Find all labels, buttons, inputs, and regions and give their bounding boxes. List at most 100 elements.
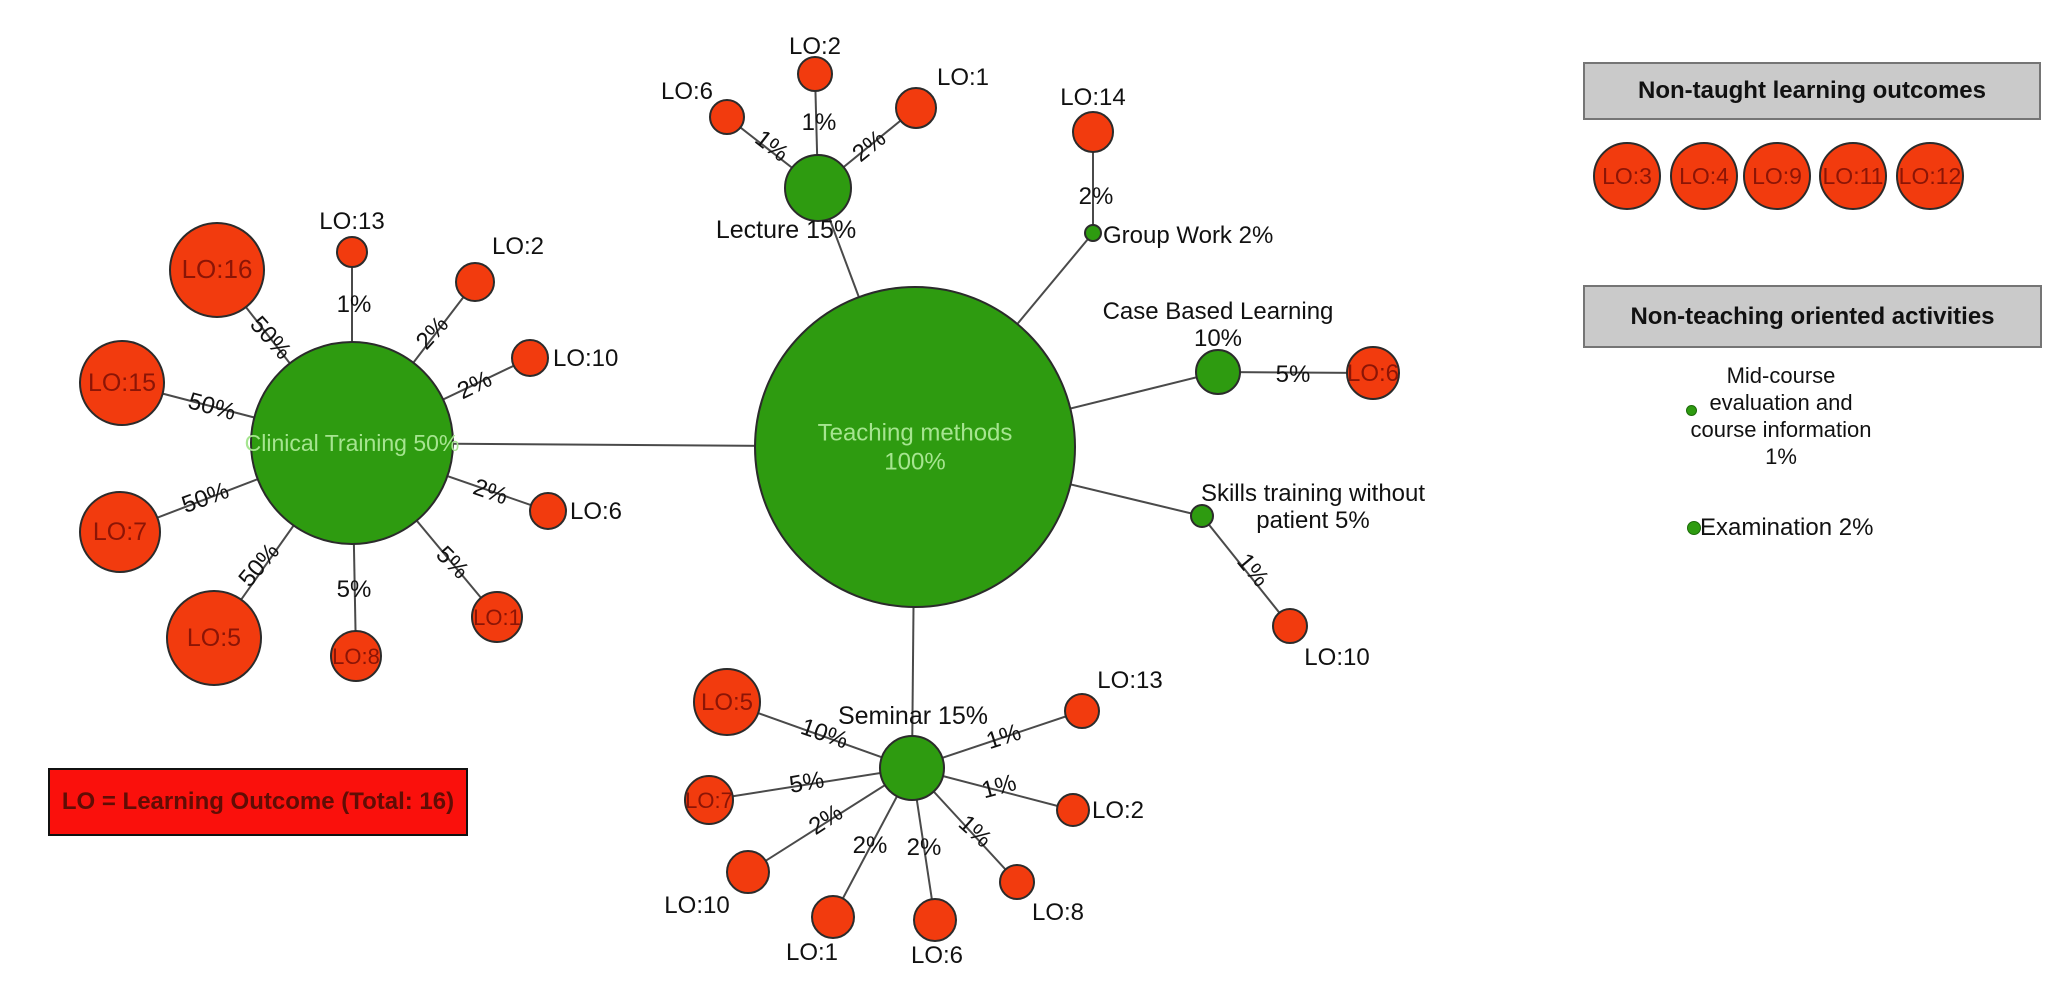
node-label-sem-lo10: LO:10 <box>664 892 729 919</box>
node-sem-lo1 <box>811 895 855 939</box>
non-teaching-activities-title: Non-teaching oriented activities <box>1630 302 1995 330</box>
node-label-sem-lo7-0: LO:7 <box>685 788 733 813</box>
node-label-sem-lo1: LO:1 <box>786 939 838 966</box>
node-cl-lo13 <box>336 236 368 268</box>
node-label-sem-lo13: LO:13 <box>1097 667 1162 694</box>
node-label-cl-lo10: LO:10 <box>553 345 618 372</box>
node-cl-lo15 <box>79 340 165 426</box>
node-lec-lo1 <box>895 87 937 129</box>
edge-label-seminar-sem-lo7: 5% <box>787 766 826 799</box>
node-lec-lo2 <box>797 56 833 92</box>
node-label-cl-lo6: LO:6 <box>570 498 622 525</box>
node-label-cl-lo8-0: LO:8 <box>332 644 380 669</box>
node-sem-lo13 <box>1064 693 1100 729</box>
node-sem-lo2 <box>1056 793 1090 827</box>
node-label-lec-lo6: LO:6 <box>661 78 713 105</box>
node-cl-lo2 <box>455 262 495 302</box>
node-lec-lo6 <box>709 99 745 135</box>
node-label-cl-lo7-0: LO:7 <box>93 518 147 546</box>
edge-label-clinical-cl-lo7: 50% <box>178 477 232 519</box>
examination-dot-icon <box>1687 521 1701 535</box>
edge-label-clinical-cl-lo16: 50% <box>244 311 296 365</box>
node-label-groupwork: Group Work 2% <box>1103 222 1273 249</box>
node-label-sem-lo8: LO:8 <box>1032 899 1084 926</box>
legend-label: LO = Learning Outcome (Total: 16) <box>61 788 455 815</box>
node-label-sem-lo5-0: LO:5 <box>701 689 753 716</box>
non-taught-outcome-lo4: LO:4 <box>1670 142 1738 210</box>
node-cl-lo16 <box>169 222 265 318</box>
non-taught-outcome-lo9: LO:9 <box>1743 142 1811 210</box>
node-skills-lo10 <box>1272 608 1308 644</box>
lo3-label: LO:3 <box>1602 162 1652 189</box>
node-cl-lo6 <box>529 492 567 530</box>
node-cl-lo10 <box>511 339 549 377</box>
node-label-sem-lo6: LO:6 <box>911 942 963 969</box>
node-label-cbl-1: 10% <box>1194 325 1242 352</box>
node-label-seminar: Seminar 15% <box>838 702 988 730</box>
edge-label-lecture-lec-lo2: 1% <box>802 109 837 136</box>
node-label-teaching-1: 100% <box>884 449 945 476</box>
edge-label-seminar-sem-lo13: 1% <box>983 719 1024 755</box>
node-cl-lo1 <box>471 591 523 643</box>
node-skills <box>1190 504 1214 528</box>
node-clinical <box>250 341 454 545</box>
midcourse-line-3: course information <box>1690 417 1872 442</box>
midcourse-line-4: 1% <box>1765 444 1797 469</box>
edge-label-seminar-sem-lo8: 1% <box>953 810 997 853</box>
node-sem-lo5 <box>693 668 761 736</box>
midcourse-line-1: Mid-course <box>1726 363 1836 388</box>
edge-label-lecture-lec-lo6: 1% <box>750 125 794 168</box>
node-groupwork <box>1084 224 1102 242</box>
node-label-cl-lo13: LO:13 <box>319 208 384 235</box>
edge-label-groupwork-lo14: 2% <box>1079 183 1114 210</box>
node-lo14 <box>1072 111 1114 153</box>
node-label-cl-lo15-0: LO:15 <box>88 369 156 397</box>
edge-label-seminar-sem-lo1: 2% <box>853 832 888 859</box>
non-taught-outcome-lo3: LO:3 <box>1593 142 1661 210</box>
node-teaching <box>754 286 1076 608</box>
edge-skills-skills-lo10 <box>1201 515 1291 627</box>
node-cl-lo7 <box>79 491 161 573</box>
edge-seminar-sem-lo7 <box>708 767 913 801</box>
midcourse-line-2: evaluation and <box>1709 390 1853 415</box>
node-label-lo14: LO:14 <box>1060 84 1125 111</box>
edge-label-clinical-cl-lo10: 2% <box>453 366 496 405</box>
edge-label-clinical-cl-lo1: 5% <box>430 541 474 585</box>
edge-label-skills-skills-lo10: 1% <box>1231 548 1274 592</box>
node-label-cl-lo16-0: LO:16 <box>182 254 253 284</box>
midcourse-evaluation-item: Mid-course evaluation and course informa… <box>1661 362 1901 470</box>
node-sem-lo8 <box>999 864 1035 900</box>
edge-label-seminar-sem-lo10: 2% <box>804 799 848 841</box>
legend-box: LO = Learning Outcome (Total: 16) <box>48 768 468 836</box>
lo9-label: LO:9 <box>1752 162 1802 189</box>
node-label-cbl-lo6-0: LO:6 <box>1347 360 1399 387</box>
non-taught-outcome-lo11: LO:11 <box>1819 142 1887 210</box>
node-label-sem-lo2: LO:2 <box>1092 797 1144 824</box>
node-seminar <box>879 735 945 801</box>
edge-label-clinical-cl-lo15: 50% <box>185 387 238 426</box>
node-label-cbl-0: Case Based Learning <box>1103 298 1334 325</box>
edge-label-clinical-cl-lo8: 5% <box>337 576 372 603</box>
node-sem-lo10 <box>726 850 770 894</box>
non-taught-outcomes-title: Non-taught learning outcomes <box>1638 77 1986 104</box>
node-cl-lo8 <box>330 630 382 682</box>
node-label-skills-lo10: LO:10 <box>1304 644 1369 671</box>
examination-item: Examination 2% <box>1700 514 1873 542</box>
node-cbl <box>1195 349 1241 395</box>
edge-label-lecture-lec-lo1: 2% <box>847 125 891 168</box>
edge-label-clinical-cl-lo6: 2% <box>470 473 512 510</box>
node-cl-lo5 <box>166 590 262 686</box>
node-lecture <box>784 154 852 222</box>
node-label-skills-0: Skills training without <box>1201 480 1425 507</box>
node-label-lec-lo1: LO:1 <box>937 64 989 91</box>
edge-label-seminar-sem-lo6: 2% <box>907 834 942 861</box>
node-cbl-lo6 <box>1346 346 1400 400</box>
lo4-label: LO:4 <box>1679 162 1729 189</box>
examination-label: Examination 2% <box>1700 514 1874 541</box>
node-label-teaching-0: Teaching methods <box>818 420 1013 447</box>
node-label-cl-lo1-0: LO:1 <box>473 605 521 630</box>
non-taught-outcome-lo12: LO:12 <box>1896 142 1964 210</box>
node-label-cl-lo5-0: LO:5 <box>187 624 241 652</box>
